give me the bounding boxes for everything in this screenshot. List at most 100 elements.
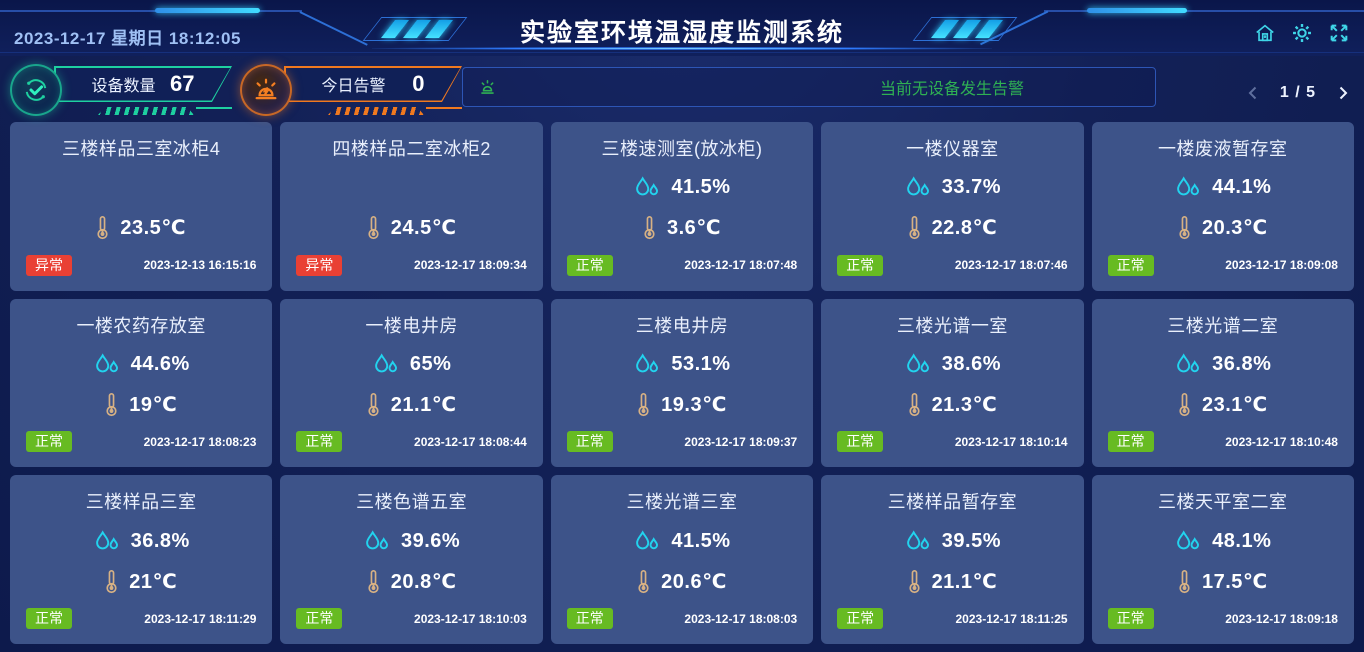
device-card[interactable]: 三楼电井房 53.1% 19.3℃ 正常 2023-12-17 18:09:37 — [550, 298, 814, 468]
device-card[interactable]: 三楼样品三室 36.8% 21℃ 正常 2023-12-17 18:11:29 — [10, 475, 273, 644]
thermometer-icon — [1179, 392, 1190, 417]
humidity-row: 38.6% — [833, 352, 1071, 378]
status-badge: 正常 — [26, 608, 72, 629]
status-badge: 正常 — [566, 431, 613, 453]
card-footer: 正常 2023-12-17 18:07:46 — [833, 254, 1071, 276]
room-name: 三楼光谱二室 — [1167, 315, 1279, 336]
temperature-row: 17.5℃ — [1104, 568, 1342, 594]
humidity-value: 53.1% — [671, 353, 731, 376]
status-badge: 正常 — [837, 431, 884, 453]
room-name: 四楼样品二室冰柜2 — [332, 139, 491, 159]
device-card[interactable]: 三楼速测室(放冰柜) 41.5% 3.6℃ 正常 2023-12-17 18:0… — [550, 122, 814, 291]
card-footer: 正常 2023-12-17 18:09:37 — [563, 431, 801, 453]
temperature-row: 23.5℃ — [22, 215, 260, 241]
device-card[interactable]: 一楼农药存放室 44.6% 19℃ 正常 2023-12-17 18:08:23 — [10, 298, 273, 468]
timestamp: 2023-12-17 18:07:46 — [954, 258, 1068, 273]
thermometer-icon — [908, 392, 920, 417]
humidity-row: 65% — [292, 352, 530, 378]
status-badge: 正常 — [26, 431, 72, 453]
card-footer: 异常 2023-12-13 16:15:16 — [22, 254, 260, 276]
humidity-value: 44.6% — [130, 353, 190, 376]
next-page-button[interactable] — [1334, 84, 1352, 102]
room-name: 三楼光谱三室 — [626, 492, 738, 513]
device-card[interactable]: 四楼样品二室冰柜2 24.5℃ 异常 2023-12-17 18:09:34 — [280, 122, 543, 291]
page-indicator: 1 / 5 — [1279, 84, 1317, 101]
timestamp: 2023-12-17 18:11:25 — [955, 611, 1068, 626]
humidity-icon — [374, 353, 397, 373]
humidity-value: 33.7% — [941, 176, 1001, 199]
prev-page-button[interactable] — [1244, 84, 1262, 102]
device-card[interactable]: 三楼光谱三室 41.5% 20.6℃ 正常 2023-12-17 18:08:0… — [550, 475, 814, 644]
card-footer: 正常 2023-12-17 18:10:14 — [833, 431, 1071, 453]
device-card[interactable]: 三楼色谱五室 39.6% 20.8℃ 正常 2023-12-17 18:10:0… — [280, 475, 543, 644]
humidity-row: 53.1% — [563, 352, 801, 378]
humidity-row: 41.5% — [563, 175, 801, 201]
card-footer: 正常 2023-12-17 18:07:48 — [563, 254, 801, 276]
header: 2023-12-17 星期日 18:12:05 实验室环境温湿度监测系统 — [0, 0, 1364, 56]
card-footer: 正常 2023-12-17 18:09:18 — [1104, 608, 1342, 629]
humidity-icon — [1177, 530, 1200, 549]
temperature-row: 21℃ — [22, 568, 260, 594]
timestamp: 2023-12-17 18:10:14 — [954, 434, 1068, 449]
room-name: 三楼样品暂存室 — [887, 492, 1018, 513]
room-name: 一楼仪器室 — [906, 139, 999, 159]
card-footer: 正常 2023-12-17 18:08:44 — [292, 431, 530, 453]
humidity-value: 38.6% — [941, 353, 1001, 376]
gear-icon[interactable] — [1291, 22, 1313, 44]
temperature-row: 23.1℃ — [1104, 391, 1342, 417]
card-footer: 正常 2023-12-17 18:08:23 — [22, 431, 260, 453]
header-deco-highlight-left — [155, 8, 260, 13]
temperature-value: 19.3℃ — [661, 393, 727, 416]
header-deco-line-right — [1044, 10, 1364, 12]
humidity-value: 39.6% — [400, 529, 461, 552]
timestamp: 2023-12-17 18:08:44 — [414, 434, 527, 449]
room-name: 三楼天平室二室 — [1158, 492, 1288, 513]
datetime-display: 2023-12-17 星期日 18:12:05 — [14, 29, 241, 48]
humidity-row: 33.7% — [833, 175, 1071, 201]
room-name: 三楼样品三室冰柜4 — [61, 139, 221, 159]
status-badge: 正常 — [1107, 608, 1154, 629]
temperature-value: 22.8℃ — [931, 217, 998, 240]
device-card[interactable]: 一楼废液暂存室 44.1% 20.3℃ 正常 2023-12-17 18:09:… — [1091, 122, 1354, 291]
temperature-row: 3.6℃ — [563, 215, 801, 241]
thermometer-icon — [1179, 216, 1190, 240]
thermometer-icon — [638, 392, 649, 417]
device-card[interactable]: 三楼样品暂存室 39.5% 21.1℃ 正常 2023-12-17 18:11:… — [821, 475, 1084, 644]
status-badge: 正常 — [837, 254, 884, 276]
humidity-row: 41.5% — [563, 528, 801, 554]
humidity-icon — [636, 353, 659, 373]
room-name: 三楼色谱五室 — [356, 492, 468, 513]
device-card[interactable]: 三楼光谱二室 36.8% 23.1℃ 正常 2023-12-17 18:10:4… — [1091, 298, 1354, 468]
temperature-row: 22.8℃ — [833, 215, 1071, 241]
card-footer: 异常 2023-12-17 18:09:34 — [292, 254, 530, 276]
humidity-row: 39.5% — [833, 528, 1071, 554]
humidity-value: 36.8% — [1212, 353, 1272, 376]
stat-shape: 设备数量 67 — [54, 66, 232, 102]
card-footer: 正常 2023-12-17 18:11:29 — [22, 608, 260, 629]
humidity-row: 39.6% — [292, 528, 530, 554]
thermometer-icon — [106, 392, 117, 417]
device-card[interactable]: 三楼光谱一室 38.6% 21.3℃ 正常 2023-12-17 18:10:1… — [821, 298, 1084, 468]
humidity-row: 48.1% — [1104, 528, 1342, 554]
pagination: 1 / 5 — [1244, 80, 1352, 106]
card-footer: 正常 2023-12-17 18:09:08 — [1104, 254, 1342, 276]
fullscreen-icon[interactable] — [1328, 22, 1350, 44]
device-card[interactable]: 三楼天平室二室 48.1% 17.5℃ 正常 2023-12-17 18:09:… — [1091, 475, 1354, 644]
room-name: 一楼电井房 — [365, 315, 458, 336]
alert-bar: 当前无设备发生告警 — [462, 67, 1156, 107]
room-name: 一楼农药存放室 — [76, 315, 206, 336]
device-card[interactable]: 三楼样品三室冰柜4 23.5℃ 异常 2023-12-13 16:15:16 — [10, 122, 273, 291]
timestamp: 2023-12-17 18:08:23 — [143, 434, 257, 449]
temperature-row: 19.3℃ — [563, 391, 801, 417]
device-card[interactable]: 一楼仪器室 33.7% 22.8℃ 正常 2023-12-17 18:07:46 — [821, 122, 1084, 291]
status-badge: 正常 — [566, 254, 613, 276]
device-card[interactable]: 一楼电井房 65% 21.1℃ 正常 2023-12-17 18:08:44 — [280, 298, 543, 468]
alarm-light-icon — [240, 64, 292, 116]
temperature-row: 21.1℃ — [292, 391, 530, 417]
home-icon[interactable] — [1254, 22, 1276, 44]
stat-device-count: 设备数量 67 — [10, 64, 238, 116]
card-footer: 正常 2023-12-17 18:10:03 — [292, 608, 530, 629]
status-badge: 正常 — [296, 431, 343, 453]
card-footer: 正常 2023-12-17 18:10:48 — [1104, 431, 1342, 453]
temperature-value: 3.6℃ — [666, 217, 721, 240]
